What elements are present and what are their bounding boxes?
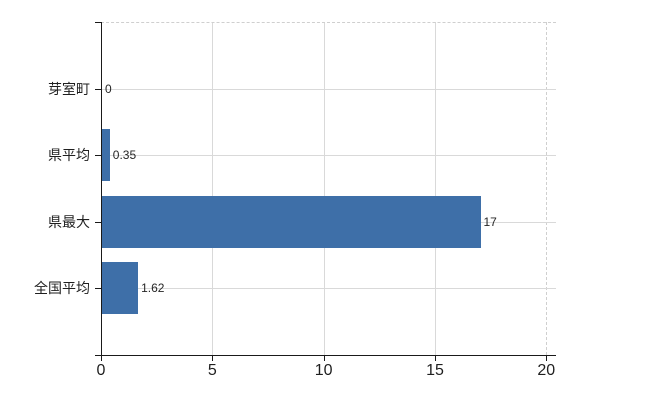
x-tick-label: 10 xyxy=(314,362,333,379)
x-gridline xyxy=(212,22,214,355)
y-category-label: 芽室町 xyxy=(48,80,90,97)
y-axis-tick xyxy=(95,88,101,90)
x-gridline xyxy=(546,22,548,355)
y-axis-tick xyxy=(95,288,101,290)
bar xyxy=(102,262,139,315)
y-axis-tick xyxy=(95,221,101,223)
y-gridline xyxy=(101,88,556,90)
y-axis-line xyxy=(101,22,102,359)
x-gridline xyxy=(434,22,436,355)
x-axis-tick xyxy=(212,355,214,361)
bar-value-label: 0.35 xyxy=(112,148,137,163)
x-tick-label: 0 xyxy=(96,362,106,379)
x-tick-label: 15 xyxy=(426,362,444,379)
y-axis-tick xyxy=(95,22,101,23)
bar-value-label: 0 xyxy=(105,81,112,96)
y-gridline xyxy=(101,155,556,157)
x-axis-tick xyxy=(434,355,436,361)
x-tick-label: 5 xyxy=(207,362,217,379)
bar xyxy=(102,195,481,248)
x-axis-tick xyxy=(101,355,102,361)
bar-value-label: 17 xyxy=(483,214,497,229)
y-category-label: 県平均 xyxy=(48,147,90,164)
y-category-label: 全国平均 xyxy=(34,280,90,297)
x-gridline xyxy=(323,22,325,355)
y-category-label: 県最大 xyxy=(48,213,90,230)
x-tick-label: 20 xyxy=(537,362,556,379)
plot-border-top xyxy=(101,22,556,23)
x-axis-line xyxy=(95,355,556,356)
x-axis-tick xyxy=(323,355,325,361)
y-axis-tick xyxy=(95,155,101,157)
bar xyxy=(102,129,110,182)
x-axis-tick xyxy=(546,355,548,361)
bar-value-label: 1.62 xyxy=(141,281,165,296)
y-gridline xyxy=(101,288,556,290)
